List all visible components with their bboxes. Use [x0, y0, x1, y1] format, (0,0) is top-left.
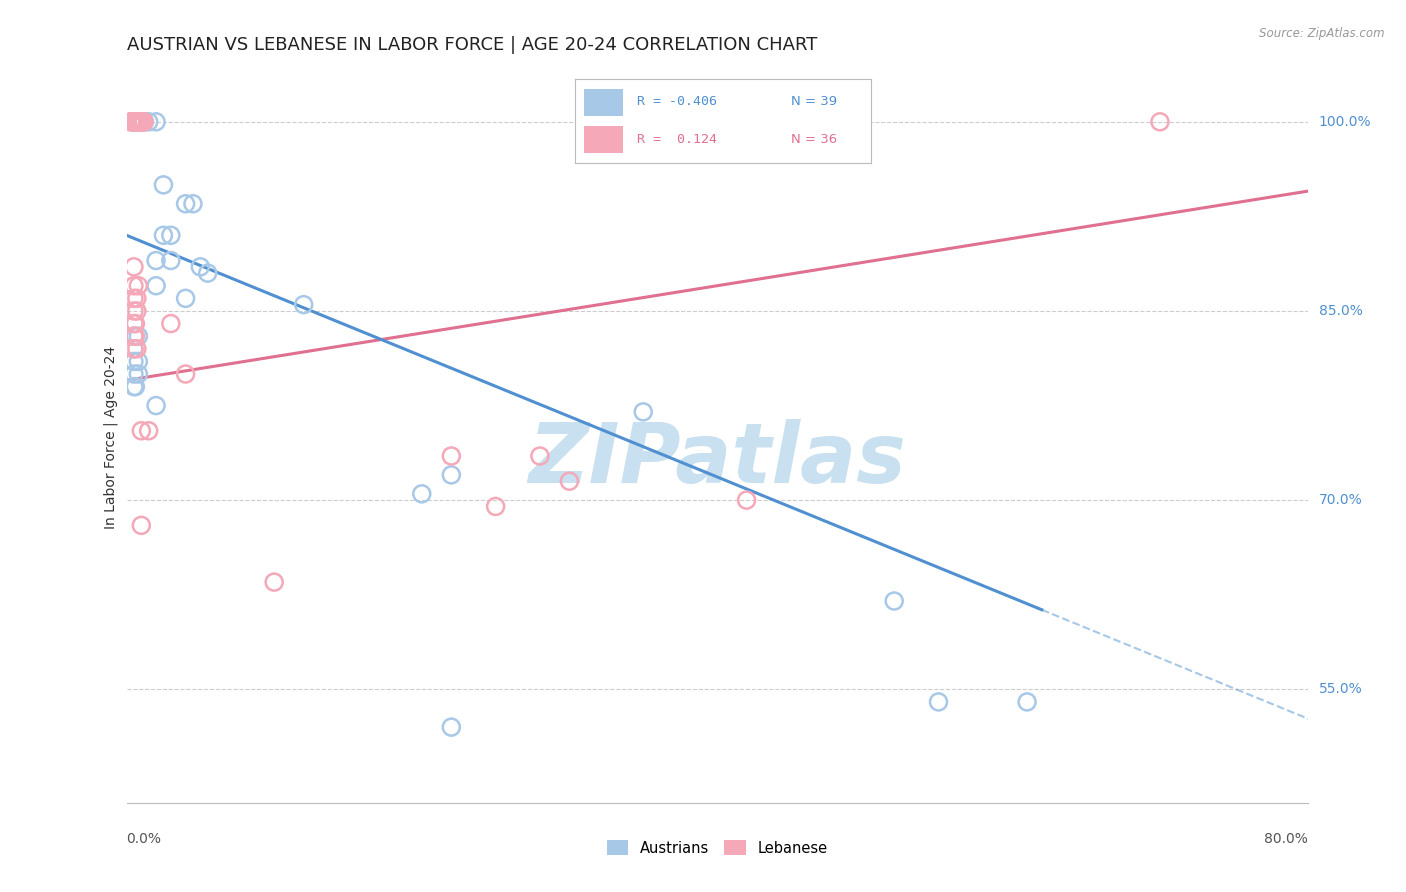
Point [122, 354, 145, 368]
Text: Source: ZipAtlas.com: Source: ZipAtlas.com [1260, 27, 1385, 40]
Point [129, 115, 153, 129]
Point [122, 291, 145, 305]
Point [159, 317, 183, 331]
Point [122, 260, 145, 274]
Point [122, 115, 145, 129]
Point [411, 487, 433, 501]
Point [132, 115, 155, 129]
Point [125, 115, 148, 129]
Point [292, 298, 315, 312]
Point [735, 493, 758, 508]
Point [484, 500, 508, 514]
Point [127, 367, 149, 381]
Point [159, 253, 183, 268]
Text: 70.0%: 70.0% [1319, 493, 1362, 508]
Point [129, 115, 153, 129]
Point [124, 317, 146, 331]
Text: 85.0%: 85.0% [1319, 304, 1362, 318]
Point [132, 115, 155, 129]
Point [124, 329, 146, 343]
Point [120, 115, 142, 129]
Point [127, 115, 149, 129]
Point [134, 115, 156, 129]
Point [122, 329, 145, 343]
Point [129, 424, 153, 438]
Point [174, 196, 197, 211]
Point [440, 720, 463, 734]
Text: 55.0%: 55.0% [1319, 682, 1362, 697]
Point [129, 518, 153, 533]
Point [440, 467, 463, 482]
Point [124, 115, 146, 129]
Point [122, 317, 145, 331]
Point [125, 342, 148, 356]
Legend: Austrians, Lebanese: Austrians, Lebanese [600, 834, 834, 862]
Point [125, 291, 148, 305]
Point [145, 115, 167, 129]
Point [122, 304, 145, 318]
Point [121, 115, 143, 129]
Point [127, 115, 149, 129]
Point [1017, 695, 1039, 709]
Point [631, 405, 654, 419]
Point [122, 329, 145, 343]
Point [174, 291, 197, 305]
Point [128, 115, 150, 129]
Point [127, 354, 149, 368]
Point [125, 304, 148, 318]
Point [263, 575, 285, 590]
Point [127, 329, 149, 343]
Point [128, 115, 150, 129]
Point [122, 115, 145, 129]
Point [122, 342, 145, 356]
Point [122, 367, 145, 381]
Y-axis label: In Labor Force | Age 20-24: In Labor Force | Age 20-24 [104, 345, 118, 529]
Point [138, 115, 160, 129]
Point [120, 115, 142, 129]
Point [440, 449, 463, 463]
Point [152, 228, 174, 243]
Point [188, 260, 211, 274]
Point [529, 449, 551, 463]
Point [1149, 115, 1171, 129]
Point [174, 367, 197, 381]
Point [928, 695, 950, 709]
Point [159, 228, 183, 243]
Text: ZIPatlas: ZIPatlas [529, 418, 905, 500]
Point [145, 278, 167, 293]
Text: 80.0%: 80.0% [1264, 832, 1308, 846]
Point [134, 115, 156, 129]
Point [138, 424, 160, 438]
Point [127, 278, 149, 293]
Text: AUSTRIAN VS LEBANESE IN LABOR FORCE | AGE 20-24 CORRELATION CHART: AUSTRIAN VS LEBANESE IN LABOR FORCE | AG… [127, 36, 817, 54]
Point [122, 342, 145, 356]
Point [122, 278, 145, 293]
Point [558, 474, 581, 488]
Point [145, 253, 167, 268]
Point [152, 178, 174, 192]
Point [122, 379, 145, 393]
Point [145, 399, 167, 413]
Point [181, 196, 204, 211]
Point [883, 594, 905, 608]
Point [124, 115, 146, 129]
Text: 100.0%: 100.0% [1319, 115, 1371, 128]
Point [197, 266, 219, 280]
Point [125, 115, 148, 129]
Text: 0.0%: 0.0% [127, 832, 162, 846]
Point [124, 379, 146, 393]
